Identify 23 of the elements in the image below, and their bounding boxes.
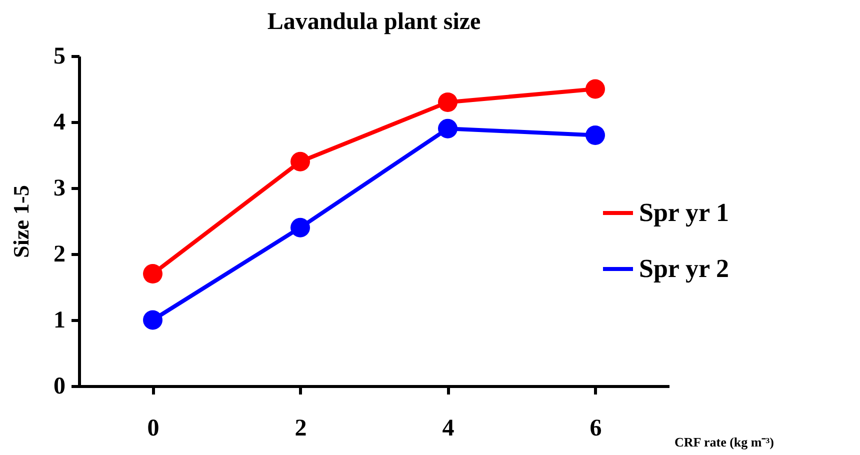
point <box>143 310 162 330</box>
y-tick-label: 1 <box>54 308 66 334</box>
legend-label: Spr yr 2 <box>639 254 730 283</box>
legend-label: Spr yr 1 <box>639 198 730 227</box>
x-tick-label: 2 <box>294 416 307 442</box>
point <box>143 264 162 284</box>
y-tick-label: 3 <box>54 176 66 202</box>
y-axis-title: Size 1-5 <box>8 185 34 258</box>
x-tick-label: 4 <box>442 416 454 442</box>
x-tick-label: 6 <box>590 416 602 442</box>
y-tick-label: 0 <box>54 374 66 400</box>
y-tick-label: 4 <box>54 110 66 136</box>
point <box>290 152 310 172</box>
x-axis-title: CRF rate (kg m⁻³) <box>674 434 774 450</box>
point <box>586 79 605 99</box>
point <box>290 218 310 238</box>
point <box>438 92 458 112</box>
point <box>438 118 458 138</box>
point <box>586 125 605 145</box>
x-tick-label: 0 <box>147 416 160 442</box>
y-tick-label: 2 <box>54 242 66 268</box>
y-tick-label: 5 <box>54 44 66 70</box>
chart-title: Lavandula plant size <box>267 9 482 35</box>
